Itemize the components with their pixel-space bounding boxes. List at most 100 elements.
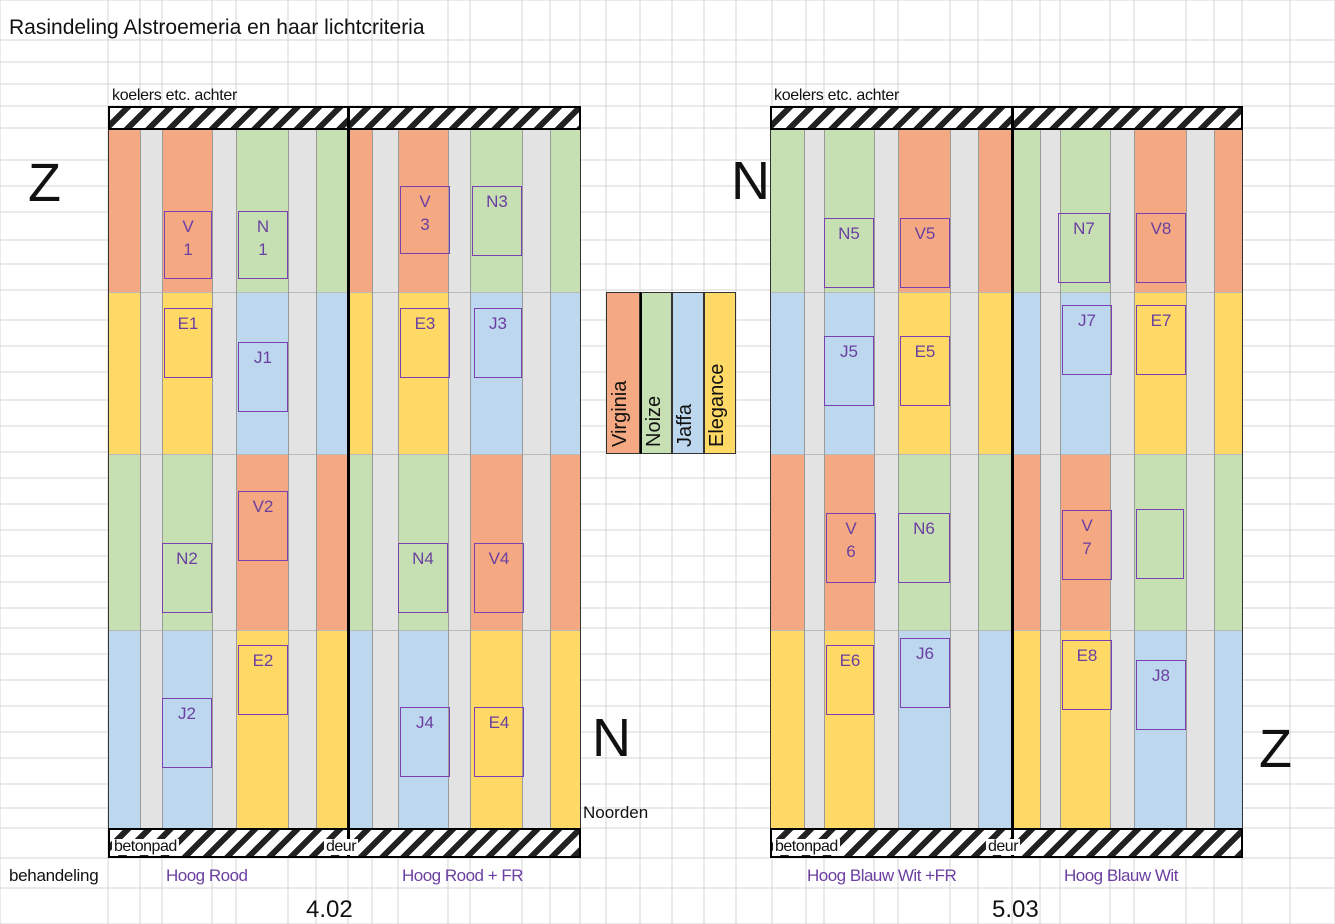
gh1-bed-elegance [470,630,522,828]
gh1-bed-virginia [236,454,288,630]
gh2-bed-elegance [1214,292,1242,454]
gh2-path-strip [1186,630,1214,828]
gh2-plot: J8 [1136,660,1186,730]
gh1-column-line [288,130,289,828]
legend-swatch-jaffa: Jaffa [672,292,704,454]
gh2-bed-virginia [1214,130,1242,292]
gh2-path-strip [874,454,898,630]
gh1-path-strip [448,130,470,292]
gh2-path-strip [874,630,898,828]
gh1-plot: N3 [472,186,522,256]
gh2-section-line [770,292,1242,293]
legend-swatch-noize: Noize [640,292,672,454]
gh1-column-line [470,130,471,828]
gh2-bottom-wall-hatch [1012,828,1243,858]
gh2-path-strip [1186,130,1214,292]
gh1-plot: V4 [474,543,524,613]
gh1-path-strip [212,454,236,630]
gh2-column-line [804,130,805,828]
gh1-plot: N2 [162,543,212,613]
gh1-plot: E4 [474,707,524,777]
legend-label: Elegance [706,363,728,447]
gh1-plot: J1 [238,342,288,412]
gh1-bed-jaffa [398,630,448,828]
gh2-path-strip [1186,454,1214,630]
gh1-plot: J3 [474,308,522,378]
gh2-plot: J5 [824,336,874,406]
gh1-bed-elegance [550,630,580,828]
gh2-bed-noize [898,454,950,630]
gh1-bed-virginia [316,454,348,630]
gh2-path-strip [950,292,978,454]
gh1-section-line [108,630,580,631]
gh1-column-line [212,130,213,828]
gh2-bed-jaffa [770,292,804,454]
row-label-behandeling: behandeling [9,866,99,885]
gh2-path-strip [950,130,978,292]
gh1-plot: N 1 [238,211,288,279]
gh1-bed-elegance [108,292,140,454]
gh1-path-strip [288,454,316,630]
gh2-path-strip [1110,292,1134,454]
gh2-bed-virginia [770,454,804,630]
gh2-bed-elegance [824,630,874,828]
gh2-plot: E7 [1136,305,1186,375]
gh1-path-strip [140,630,162,828]
gh2-bed-elegance [898,292,950,454]
gh1-path-strip [140,292,162,454]
gh1-path-strip [448,630,470,828]
legend-swatch-virginia: Virginia [606,292,640,454]
gh1-bed-jaffa [162,630,212,828]
gh1-bed-elegance [398,292,448,454]
gh1-bed-elegance [316,630,348,828]
gh1-plot: V 3 [400,186,450,254]
gh2-treatment-1: Hoog Blauw Wit +FR [807,866,957,885]
gh2-plot: V8 [1136,213,1186,283]
gh2-plot: N6 [898,513,950,583]
gh2-path-strip [874,130,898,292]
gh2-bed-jaffa [1060,292,1110,454]
gh1-bed-noize [470,130,522,292]
gh2-bed-jaffa [978,630,1012,828]
gh1-path-strip [372,454,398,630]
gh2-betonpad-label: betonpad [773,838,840,855]
gh2-bed-noize [1012,130,1040,292]
gh1-bed-noize [348,454,372,630]
gh2-bed-elegance [770,630,804,828]
gh1-center-divider [347,106,350,858]
gh2-section-line [770,454,1242,455]
gh2-path-strip [1186,292,1214,454]
gh1-plot: J4 [400,707,450,777]
gh1-plot: E1 [164,308,212,378]
gh1-bed-virginia [550,454,580,630]
gh1-plot: N4 [398,543,448,613]
gh2-column-line [950,130,951,828]
gh2-path-strip [1110,630,1134,828]
gh2-plot: J7 [1062,305,1112,375]
gh2-plot: V5 [900,218,950,288]
gh2-column-line [824,130,825,828]
gh2-bed-noize [978,454,1012,630]
gh2-bed-noize [1214,454,1242,630]
gh2-bed-noize [1134,454,1186,630]
gh1-bed-noize [550,130,580,292]
gh1-treatment-2: Hoog Rood + FR [402,866,524,885]
gh1-path-strip [288,292,316,454]
gh1-bed-virginia [348,130,372,292]
noorden-label: Noorden [583,803,649,822]
gh1-column-line [372,130,373,828]
gh1-bed-noize [398,454,448,630]
gh1-bed-elegance [348,292,372,454]
gh1-bed-noize [162,454,212,630]
gh1-number: 4.02 [306,896,353,923]
legend-label: Jaffa [674,404,696,447]
gh2-path-strip [1040,630,1060,828]
gh2-bed-virginia [1060,454,1110,630]
gh1-path-strip [522,630,550,828]
gh1-plot: V 1 [164,211,212,279]
gh1-top-label: koelers etc. achter [112,87,238,104]
gh1-column-line [522,130,523,828]
gh2-path-strip [950,454,978,630]
gh1-path-strip [522,454,550,630]
gh1-treatment-1: Hoog Rood [166,866,248,885]
